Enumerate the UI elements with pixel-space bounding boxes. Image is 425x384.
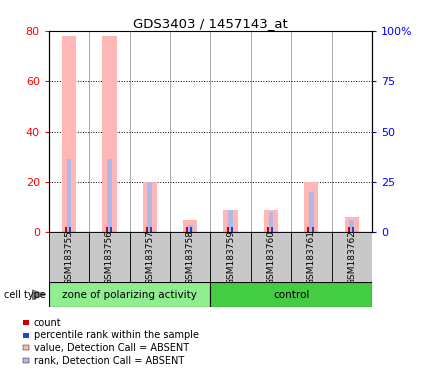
Bar (105, 227, 108, 232)
Bar (349, 220, 354, 232)
Bar (143, 182, 157, 232)
Bar (267, 227, 269, 232)
Bar (271, 227, 273, 232)
Bar (107, 159, 112, 232)
Text: control: control (273, 290, 309, 300)
Bar (291, 232, 332, 282)
Bar (150, 227, 152, 232)
Bar (89, 232, 130, 282)
Bar (69, 227, 71, 232)
Bar (186, 227, 188, 232)
Bar (146, 227, 148, 232)
Text: rank, Detection Call = ABSENT: rank, Detection Call = ABSENT (34, 356, 184, 366)
Bar (183, 220, 197, 232)
Text: zone of polarizing activity: zone of polarizing activity (62, 290, 197, 300)
Text: GSM183759: GSM183759 (226, 230, 235, 285)
Text: GSM183760: GSM183760 (266, 230, 275, 285)
Text: percentile rank within the sample: percentile rank within the sample (34, 330, 199, 340)
Bar (309, 192, 314, 232)
Bar (110, 227, 112, 232)
Bar (345, 217, 359, 232)
Text: GSM183755: GSM183755 (65, 230, 74, 285)
Text: count: count (34, 318, 62, 328)
Text: GSM183758: GSM183758 (186, 230, 195, 285)
Bar (227, 227, 229, 232)
Text: GSM183761: GSM183761 (307, 230, 316, 285)
Text: GSM183762: GSM183762 (347, 230, 356, 285)
Bar (332, 232, 372, 282)
Text: GSM183756: GSM183756 (105, 230, 114, 285)
Bar (264, 210, 278, 232)
Bar (210, 282, 372, 307)
Polygon shape (32, 290, 46, 300)
Bar (102, 36, 116, 232)
Title: GDS3403 / 1457143_at: GDS3403 / 1457143_at (133, 17, 288, 30)
Bar (190, 227, 193, 232)
Bar (210, 232, 251, 282)
Bar (307, 227, 309, 232)
Bar (65, 227, 67, 232)
Bar (352, 227, 354, 232)
Bar (231, 227, 233, 232)
Bar (228, 210, 233, 232)
Bar (251, 232, 291, 282)
Bar (67, 159, 71, 232)
Bar (170, 232, 210, 282)
Bar (147, 182, 152, 232)
Bar (49, 282, 210, 307)
Bar (130, 232, 170, 282)
Bar (224, 210, 238, 232)
Text: GSM183757: GSM183757 (145, 230, 154, 285)
Text: value, Detection Call = ABSENT: value, Detection Call = ABSENT (34, 343, 189, 353)
Bar (49, 232, 89, 282)
Bar (304, 182, 318, 232)
Bar (62, 36, 76, 232)
Bar (348, 227, 350, 232)
Bar (269, 212, 273, 232)
Text: cell type: cell type (4, 290, 46, 300)
Bar (312, 227, 314, 232)
Bar (188, 225, 193, 232)
